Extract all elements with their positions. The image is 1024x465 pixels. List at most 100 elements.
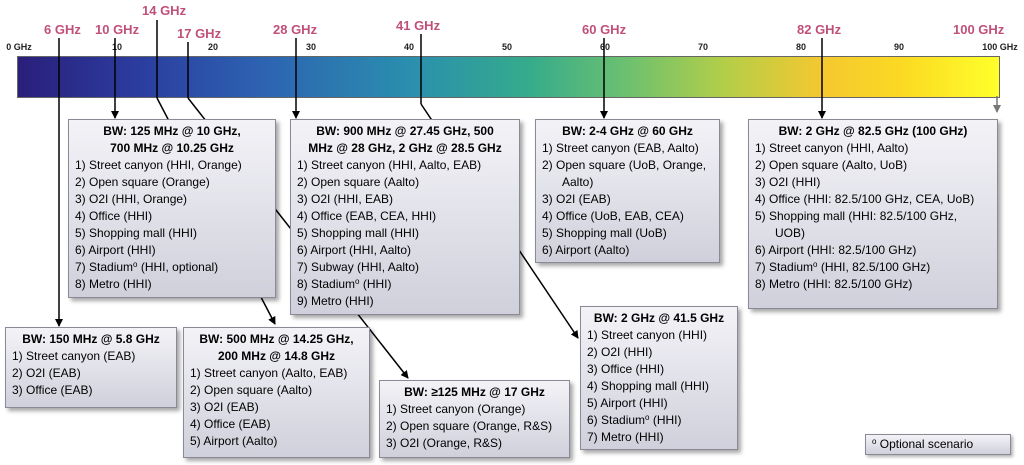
list-item: 1) Street canyon (EAB): [12, 349, 136, 363]
list-item: 2) Open square (Orange, R&S): [386, 419, 553, 433]
list-item: 7) Subway (HHI, Aalto): [297, 260, 420, 274]
list-item: 4) Office (EAB, CEA, HHI): [297, 209, 437, 223]
list-item: 7) Stadiumo (HHI, optional): [75, 259, 269, 276]
box-28ghz-title-2: MHz @ 28 GHz, 2 GHz @ 28.5 GHz: [308, 141, 502, 155]
list-item: 6) Airport (HHI, Aalto): [297, 243, 412, 257]
list-item: 8) Metro (HHI: 82.5/100 GHz): [755, 277, 913, 291]
list-item: 5) Airport (Aalto): [190, 434, 278, 448]
box-14ghz-title-2: 200 MHz @ 14.8 GHz: [217, 349, 336, 363]
list-item: 4) Office (EAB): [190, 417, 271, 431]
scale-tick-70: 70: [697, 42, 709, 52]
box-6ghz-title: BW: 150 MHz @ 5.8 GHz: [22, 332, 160, 346]
item-suffix: (HHI): [359, 277, 392, 291]
list-item: 6) Airport (Aalto): [542, 243, 630, 257]
list-item: 1) Street canyon (Orange): [386, 402, 526, 416]
box-28ghz-title-1: BW: 900 MHz @ 27.45 GHz, 500: [316, 124, 494, 138]
legend-optional-scenario: o Optional scenario: [865, 434, 1011, 455]
freq-label-60: 60 GHz: [582, 22, 627, 37]
list-item: 5) Shopping mall (HHI): [297, 226, 420, 240]
item-text: 7) Stadium: [75, 260, 134, 274]
list-item: Aalto): [562, 175, 594, 189]
list-item: 5) Airport (HHI): [587, 396, 668, 410]
box-82ghz-title: BW: 2 GHz @ 82.5 GHz (100 GHz): [778, 124, 968, 138]
freq-label-28: 28 GHz: [273, 22, 318, 37]
list-item: UOB): [775, 226, 805, 240]
scale-tick-90: 90: [893, 42, 905, 52]
list-item: 2) Open square (UoB, Orange,: [542, 158, 707, 172]
list-item: 6) Stadiumo (HHI): [587, 412, 731, 429]
optional-marker: o: [355, 277, 360, 286]
box-41ghz-title: BW: 2 GHz @ 41.5 GHz: [593, 311, 725, 325]
freq-label-10: 10 GHz: [95, 22, 140, 37]
freq-label-14: 14 GHz: [142, 3, 187, 18]
list-item: 1) Street canyon (HHI, Orange): [75, 158, 242, 172]
item-text: 8) Stadium: [297, 277, 356, 291]
list-item: 3) O2I (EAB): [542, 192, 611, 206]
list-item: 1) Street canyon (HHI): [587, 328, 708, 342]
list-item: 4) Office (UoB, EAB, CEA): [542, 209, 684, 223]
frequency-spectrum-bar: [17, 56, 1000, 98]
item-suffix: (HHI, optional): [137, 260, 219, 274]
list-item: 1) Street canyon (HHI, Aalto, EAB): [297, 158, 482, 172]
box-10ghz-title-1: BW: 125 MHz @ 10 GHz,: [103, 124, 241, 138]
freq-label-17: 17 GHz: [177, 26, 222, 41]
box-17ghz: BW: ≥125 MHz @ 17 GHz 1) Street canyon (…: [379, 380, 570, 458]
scale-tick-100: 100 GHz: [982, 42, 1018, 52]
list-item: 2) Open square (Orange): [75, 175, 210, 189]
item-suffix: (HHI, 82.5/100 GHz): [817, 260, 931, 274]
box-82ghz: BW: 2 GHz @ 82.5 GHz (100 GHz) 1) Street…: [748, 119, 998, 309]
list-item: 2) Open square (Aalto, UoB): [755, 158, 908, 172]
list-item: 3) O2I (HHI): [755, 175, 821, 189]
scale-tick-60: 60: [599, 42, 611, 52]
optional-marker: o: [133, 260, 138, 269]
list-item: 8) Metro (HHI): [75, 277, 152, 291]
box-6ghz: BW: 150 MHz @ 5.8 GHz 1) Street canyon (…: [5, 327, 177, 408]
list-item: 3) Office (EAB): [12, 383, 93, 397]
list-item: 5) Shopping mall (UoB): [542, 226, 667, 240]
optional-marker: o: [872, 437, 877, 446]
legend-text: Optional scenario: [876, 437, 974, 451]
list-item: 3) O2I (HHI, Orange): [75, 192, 188, 206]
list-item: 9) Metro (HHI): [297, 294, 374, 308]
optional-marker: o: [813, 260, 818, 269]
list-item: 3) Office (HHI): [587, 362, 665, 376]
list-item: 3) O2I (EAB): [190, 400, 259, 414]
list-item: 5) Shopping mall (HHI): [75, 226, 198, 240]
box-17ghz-title: BW: ≥125 MHz @ 17 GHz: [404, 385, 545, 399]
item-text: 7) Stadium: [755, 260, 814, 274]
box-41ghz: BW: 2 GHz @ 41.5 GHz 1) Street canyon (H…: [580, 306, 738, 450]
freq-label-82: 82 GHz: [797, 22, 842, 37]
scale-tick-20: 20: [207, 42, 219, 52]
scale-tick-10: 10: [111, 42, 123, 52]
freq-label-100: 100 GHz: [953, 22, 1005, 37]
list-item: 8) Stadiumo (HHI): [297, 276, 513, 293]
box-14ghz: BW: 500 MHz @ 14.25 GHz, 200 MHz @ 14.8 …: [183, 327, 370, 458]
box-14ghz-title-1: BW: 500 MHz @ 14.25 GHz,: [199, 332, 354, 346]
scale-tick-0: 0 GHz: [6, 42, 32, 52]
list-item: 5) Shopping mall (HHI: 82.5/100 GHz,: [755, 209, 958, 223]
list-item: 2) O2I (HHI): [587, 345, 653, 359]
item-suffix: (HHI): [649, 413, 682, 427]
list-item: 2) O2I (EAB): [12, 366, 81, 380]
list-item: 4) Office (HHI): [75, 209, 153, 223]
list-item: 1) Street canyon (Aalto, EAB): [190, 366, 348, 380]
list-item: 7) Metro (HHI): [587, 430, 664, 444]
list-item: 6) Airport (HHI: 82.5/100 GHz): [755, 243, 917, 257]
scale-tick-50: 50: [501, 42, 513, 52]
box-10ghz: BW: 125 MHz @ 10 GHz, 700 MHz @ 10.25 GH…: [68, 119, 276, 298]
freq-label-41: 41 GHz: [396, 18, 441, 33]
list-item: 4) Office (HHI: 82.5/100 GHz, CEA, UoB): [755, 192, 975, 206]
scale-tick-40: 40: [403, 42, 415, 52]
box-28ghz: BW: 900 MHz @ 27.45 GHz, 500 MHz @ 28 GH…: [290, 119, 520, 315]
scale-tick-30: 30: [305, 42, 317, 52]
list-item: 1) Street canyon (HHI, Aalto): [755, 141, 909, 155]
list-item: 7) Stadiumo (HHI, 82.5/100 GHz): [755, 259, 991, 276]
item-text: 6) Stadium: [587, 413, 646, 427]
optional-marker: o: [645, 413, 650, 422]
box-60ghz-title: BW: 2-4 GHz @ 60 GHz: [562, 124, 693, 138]
freq-label-6: 6 GHz: [44, 22, 81, 37]
box-60ghz: BW: 2-4 GHz @ 60 GHz 1) Street canyon (E…: [535, 119, 720, 263]
list-item: 2) Open square (Aalto): [190, 383, 313, 397]
list-item: 3) O2I (HHI, EAB): [297, 192, 394, 206]
list-item: 2) Open square (Aalto): [297, 175, 420, 189]
